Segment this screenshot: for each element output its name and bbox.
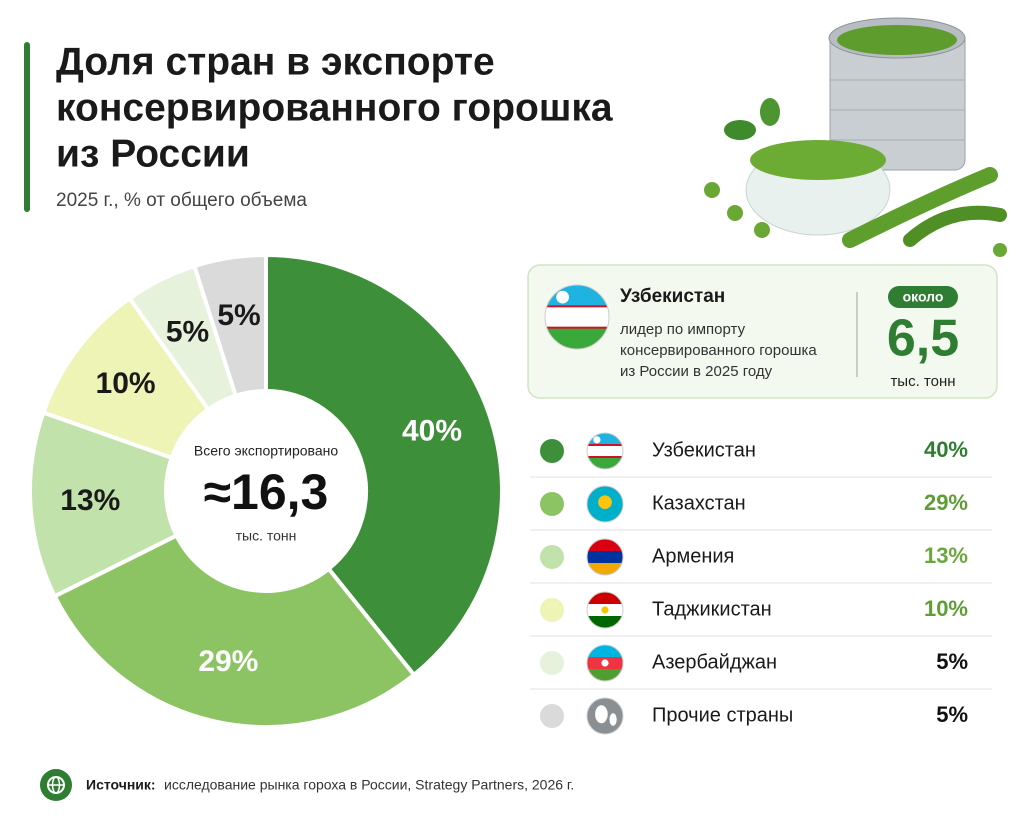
legend-label: Армения: [652, 545, 734, 567]
flag-stripe: [587, 645, 623, 658]
globe-land: [609, 713, 617, 726]
flag: [545, 285, 609, 349]
peas-illustration: [704, 17, 1007, 257]
flag-stripe: [587, 592, 623, 605]
flag-stripe: [587, 445, 623, 458]
flag-crown: [601, 606, 609, 614]
flag-border: [544, 284, 610, 350]
legend: Узбекистан 40% Казахстан 29% Армения 13% Таджи…: [530, 432, 992, 735]
legend-value: 5%: [936, 702, 968, 727]
segment-label: 5%: [166, 315, 209, 348]
donut-segment: [28, 410, 180, 599]
chart-title: консервированного горошка: [56, 86, 613, 129]
flag: [587, 698, 623, 734]
segment-label: 13%: [60, 484, 120, 517]
flag-border: [586, 538, 624, 576]
legend-value: 29%: [924, 490, 968, 515]
badge-text: около: [903, 289, 944, 305]
highlight-unit: тыс. тонн: [890, 373, 955, 390]
flag-border: [586, 697, 624, 735]
legend-value: 40%: [924, 437, 968, 462]
segment-label: 40%: [402, 414, 462, 447]
flag: [587, 592, 623, 628]
flag: [587, 645, 623, 681]
legend-marker: [540, 492, 564, 516]
flag-stripe: [587, 539, 623, 552]
legend-marker: [540, 651, 564, 675]
legend-label: Прочие страны: [652, 704, 793, 726]
flag-stripe: [545, 327, 609, 349]
flag: [587, 433, 623, 469]
donut-segment: [191, 252, 268, 399]
chart-title: Доля стран в экспорте: [56, 40, 495, 83]
highlight-description: лидер по импорту: [620, 321, 746, 338]
flag-border: [586, 644, 624, 682]
flag-moon: [601, 659, 609, 667]
flag-line: [587, 444, 623, 446]
flag-stripe: [587, 616, 623, 628]
flag-moon: [593, 436, 601, 444]
highlight-description: консервированного горошка: [620, 342, 817, 359]
highlight-card: [527, 264, 998, 399]
flag-border: [586, 485, 624, 523]
flag: [587, 486, 623, 522]
legend-marker: [540, 704, 564, 728]
flag-stripe: [587, 563, 623, 575]
donut-segment: [52, 532, 417, 729]
center-unit: тыс. тонн: [236, 528, 297, 544]
flag-stripe: [587, 669, 623, 681]
legend-label: Узбекистан: [652, 439, 756, 461]
flag: [587, 539, 623, 575]
highlight-country: Узбекистан: [620, 286, 725, 307]
segment-label: 10%: [96, 367, 156, 400]
flag-line: [545, 326, 609, 329]
legend-label: Азербайджан: [652, 651, 777, 673]
legend-marker: [540, 598, 564, 622]
flag-line: [587, 456, 623, 458]
globe-land: [595, 705, 608, 724]
title-accent: [24, 42, 30, 212]
source-label: Источник:: [86, 777, 156, 793]
legend-label: Таджикистан: [652, 598, 772, 620]
segment-label: 5%: [217, 299, 260, 332]
highlight-description: из России в 2025 году: [620, 363, 773, 380]
flag-line: [545, 305, 609, 308]
legend-marker: [540, 439, 564, 463]
flag: [544, 284, 610, 350]
legend-marker: [540, 545, 564, 569]
source-icon: [40, 769, 72, 801]
legend-value: 13%: [924, 543, 968, 568]
flag-border: [586, 432, 624, 470]
flag-sun: [598, 495, 612, 510]
badge: [888, 286, 958, 308]
flag-stripe: [545, 306, 609, 329]
legend-label: Казахстан: [652, 492, 746, 514]
center-value: ≈16,3: [204, 464, 329, 520]
flag-border: [586, 591, 624, 629]
highlight-value: 6,5: [887, 310, 959, 368]
donut-chart: 40% 29% 13% 10% 5% 5%: [28, 252, 504, 729]
legend-value: 10%: [924, 596, 968, 621]
segment-label: 29%: [198, 645, 258, 678]
subtitle: 2025 г., % от общего объема: [56, 190, 307, 211]
flag-moon: [556, 290, 569, 304]
chart-title: из России: [56, 132, 250, 175]
flag-stripe: [587, 457, 623, 469]
center-caption: Всего экспортировано: [194, 443, 338, 459]
source-text: исследование рынка гороха в России, Stra…: [164, 777, 574, 793]
flag-stripe: [587, 551, 623, 564]
donut-segment: [264, 252, 504, 678]
legend-value: 5%: [936, 649, 968, 674]
